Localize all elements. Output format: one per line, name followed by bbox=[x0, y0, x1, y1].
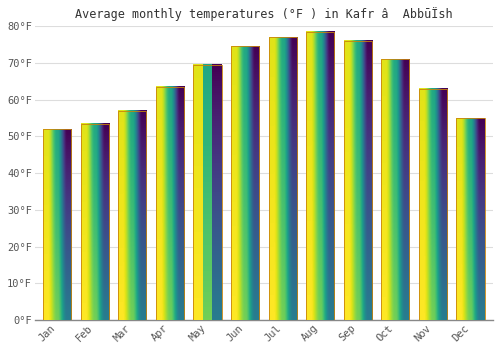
Bar bbox=[456, 118, 484, 320]
Bar bbox=[118, 111, 146, 320]
Bar bbox=[194, 65, 222, 320]
Bar bbox=[344, 41, 372, 320]
Bar bbox=[80, 124, 109, 320]
Bar bbox=[306, 32, 334, 320]
Bar bbox=[231, 47, 259, 320]
Bar bbox=[268, 37, 297, 320]
Bar bbox=[419, 89, 447, 320]
Title: Average monthly temperatures (°F ) in Kafr â  AbbūÏsh: Average monthly temperatures (°F ) in Ka… bbox=[75, 7, 452, 21]
Bar bbox=[156, 87, 184, 320]
Bar bbox=[382, 59, 409, 320]
Bar bbox=[43, 129, 72, 320]
